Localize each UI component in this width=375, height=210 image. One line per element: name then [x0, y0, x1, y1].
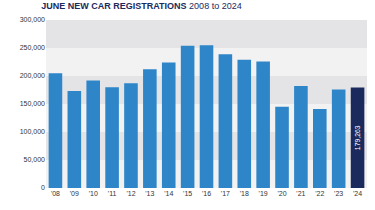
- svg-text:150,000: 150,000: [20, 100, 45, 107]
- svg-text:'16: '16: [202, 190, 211, 197]
- svg-text:'21: '21: [296, 190, 305, 197]
- svg-text:'14: '14: [164, 190, 173, 197]
- svg-text:'22: '22: [315, 190, 324, 197]
- svg-text:100,000: 100,000: [20, 128, 45, 135]
- svg-text:JUNE NEW CAR REGISTRATIONS 200: JUNE NEW CAR REGISTRATIONS 2008 to 2024: [41, 1, 241, 11]
- svg-text:'10: '10: [89, 190, 98, 197]
- svg-text:250,000: 250,000: [20, 44, 45, 51]
- svg-text:200,000: 200,000: [20, 72, 45, 79]
- svg-text:'08: '08: [51, 190, 60, 197]
- svg-text:'11: '11: [108, 190, 117, 197]
- svg-text:'17: '17: [221, 190, 230, 197]
- svg-text:300,000: 300,000: [20, 16, 45, 23]
- svg-text:'19: '19: [259, 190, 268, 197]
- svg-text:'13: '13: [145, 190, 154, 197]
- svg-text:'15: '15: [183, 190, 192, 197]
- svg-text:0: 0: [41, 184, 45, 191]
- svg-text:'20: '20: [277, 190, 286, 197]
- svg-text:'23: '23: [334, 190, 343, 197]
- svg-text:179,263: 179,263: [354, 125, 361, 150]
- svg-text:'18: '18: [240, 190, 249, 197]
- svg-text:50,000: 50,000: [24, 156, 46, 163]
- svg-text:'24: '24: [353, 190, 362, 197]
- svg-text:'09: '09: [70, 190, 79, 197]
- svg-text:'12: '12: [126, 190, 135, 197]
